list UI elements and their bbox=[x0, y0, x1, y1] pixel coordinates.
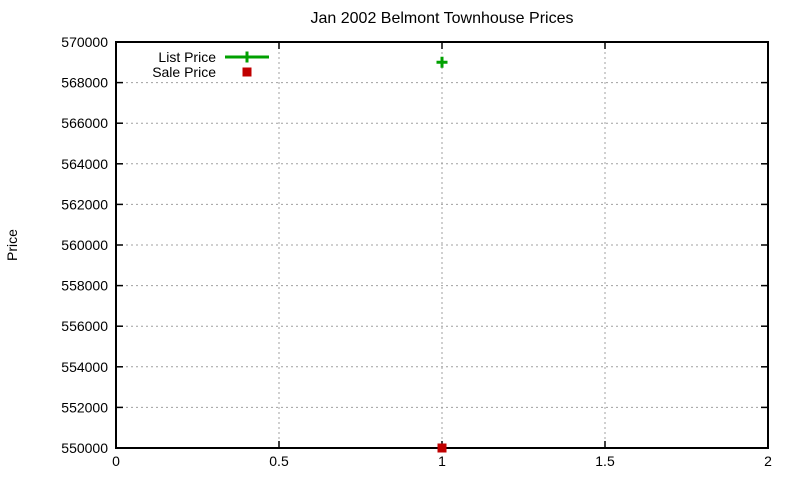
legend-label-sale-price: Sale Price bbox=[152, 64, 216, 80]
grid-layer bbox=[116, 42, 768, 448]
x-tick-label: 0 bbox=[112, 453, 120, 469]
series-sale-price bbox=[437, 443, 447, 453]
y-tick-label: 552000 bbox=[61, 399, 108, 415]
x-tick-label: 1.5 bbox=[595, 453, 615, 469]
data-point-sale-price bbox=[437, 443, 447, 453]
x-tick-label: 1 bbox=[438, 453, 446, 469]
legend-entry-list-price: List Price bbox=[158, 49, 269, 65]
y-tick-label: 556000 bbox=[61, 318, 108, 334]
data-point-list-price bbox=[436, 56, 448, 68]
legend-label-list-price: List Price bbox=[158, 49, 216, 65]
y-axis-label: Price bbox=[4, 229, 20, 261]
axes: 0 0.5 1 1.5 2 550000 552000 554000 556000 558000 5… bbox=[61, 34, 772, 469]
x-tick-label: 2 bbox=[764, 453, 772, 469]
y-tick-label: 570000 bbox=[61, 34, 108, 50]
y-tick-label: 560000 bbox=[61, 237, 108, 253]
legend-entry-sale-price: Sale Price bbox=[152, 64, 252, 80]
series-layer bbox=[436, 56, 448, 453]
legend-marker-list-price bbox=[241, 51, 253, 63]
y-tick-label: 564000 bbox=[61, 156, 108, 172]
legend-marker-sale-price bbox=[242, 67, 252, 77]
y-tick-label: 558000 bbox=[61, 278, 108, 294]
y-tick-label: 554000 bbox=[61, 359, 108, 375]
series-list-price bbox=[436, 56, 448, 68]
y-tick-label: 562000 bbox=[61, 196, 108, 212]
x-tick-label: 0.5 bbox=[269, 453, 289, 469]
y-tick-label: 550000 bbox=[61, 440, 108, 456]
y-tick-label: 566000 bbox=[61, 115, 108, 131]
y-tick-label: 568000 bbox=[61, 75, 108, 91]
chart-title: Jan 2002 Belmont Townhouse Prices bbox=[311, 10, 574, 27]
